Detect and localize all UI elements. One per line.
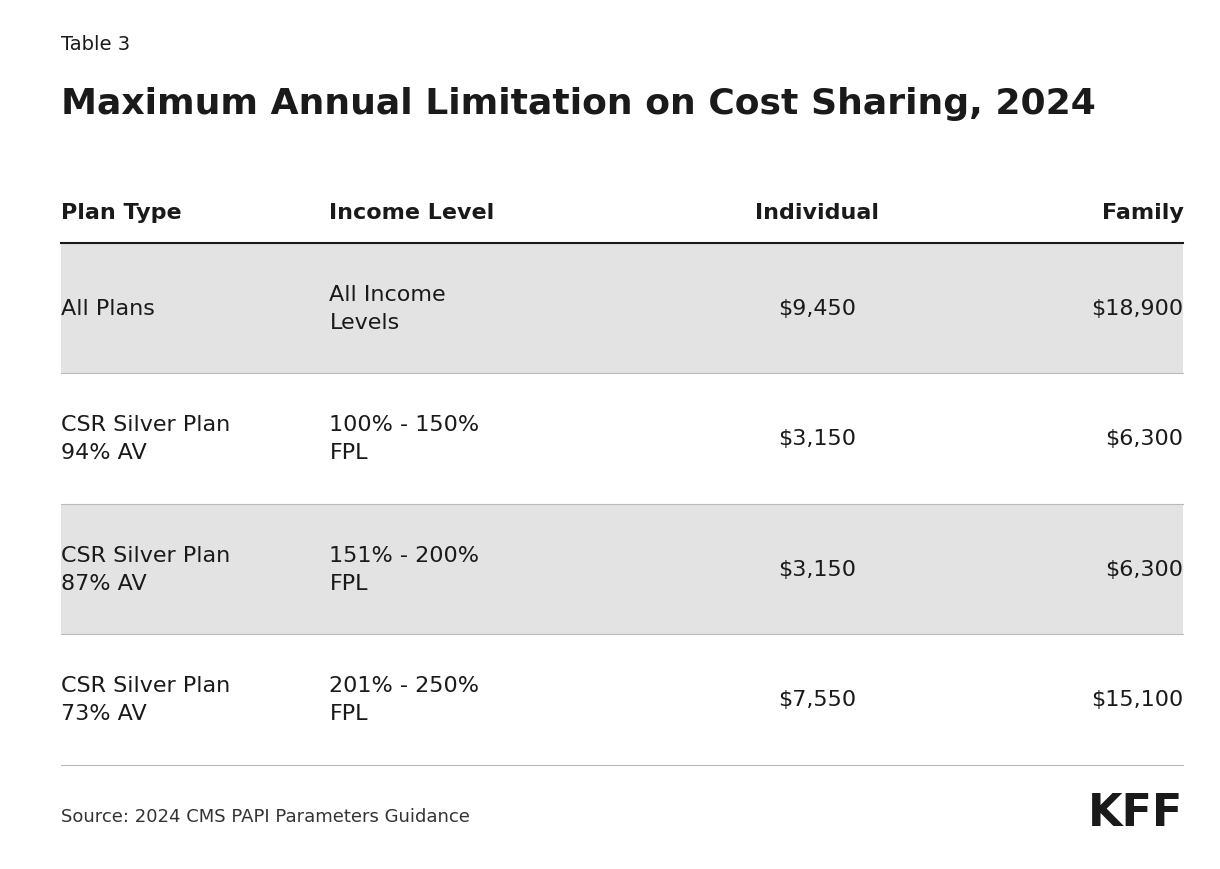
Bar	[61, 374, 1183, 504]
Bar	[61, 504, 1183, 634]
Text: KFF: KFF	[1088, 792, 1183, 834]
Text: Income Level: Income Level	[329, 203, 494, 222]
Text: $9,450: $9,450	[778, 299, 856, 318]
Text: 201% - 250%
FPL: 201% - 250% FPL	[329, 675, 479, 724]
Bar	[61, 634, 1183, 765]
Text: CSR Silver Plan
94% AV: CSR Silver Plan 94% AV	[61, 415, 231, 463]
Text: Family: Family	[1102, 203, 1183, 222]
Text: 100% - 150%
FPL: 100% - 150% FPL	[329, 415, 479, 463]
Text: Plan Type: Plan Type	[61, 203, 182, 222]
Text: Table 3: Table 3	[61, 35, 131, 54]
Text: All Income
Levels: All Income Levels	[329, 284, 447, 333]
Text: $15,100: $15,100	[1091, 690, 1183, 709]
Text: $6,300: $6,300	[1105, 560, 1183, 579]
Text: All Plans: All Plans	[61, 299, 155, 318]
Text: Maximum Annual Limitation on Cost Sharing, 2024: Maximum Annual Limitation on Cost Sharin…	[61, 87, 1096, 121]
Bar	[61, 243, 1183, 374]
Text: $3,150: $3,150	[778, 560, 856, 579]
Text: $6,300: $6,300	[1105, 429, 1183, 448]
Text: $7,550: $7,550	[778, 690, 856, 709]
Text: CSR Silver Plan
73% AV: CSR Silver Plan 73% AV	[61, 675, 231, 724]
Text: $18,900: $18,900	[1091, 299, 1183, 318]
Text: Source: 2024 CMS PAPI Parameters Guidance: Source: 2024 CMS PAPI Parameters Guidanc…	[61, 807, 470, 826]
Text: 151% - 200%
FPL: 151% - 200% FPL	[329, 545, 479, 594]
Text: $3,150: $3,150	[778, 429, 856, 448]
Text: CSR Silver Plan
87% AV: CSR Silver Plan 87% AV	[61, 545, 231, 594]
Text: Individual: Individual	[755, 203, 880, 222]
